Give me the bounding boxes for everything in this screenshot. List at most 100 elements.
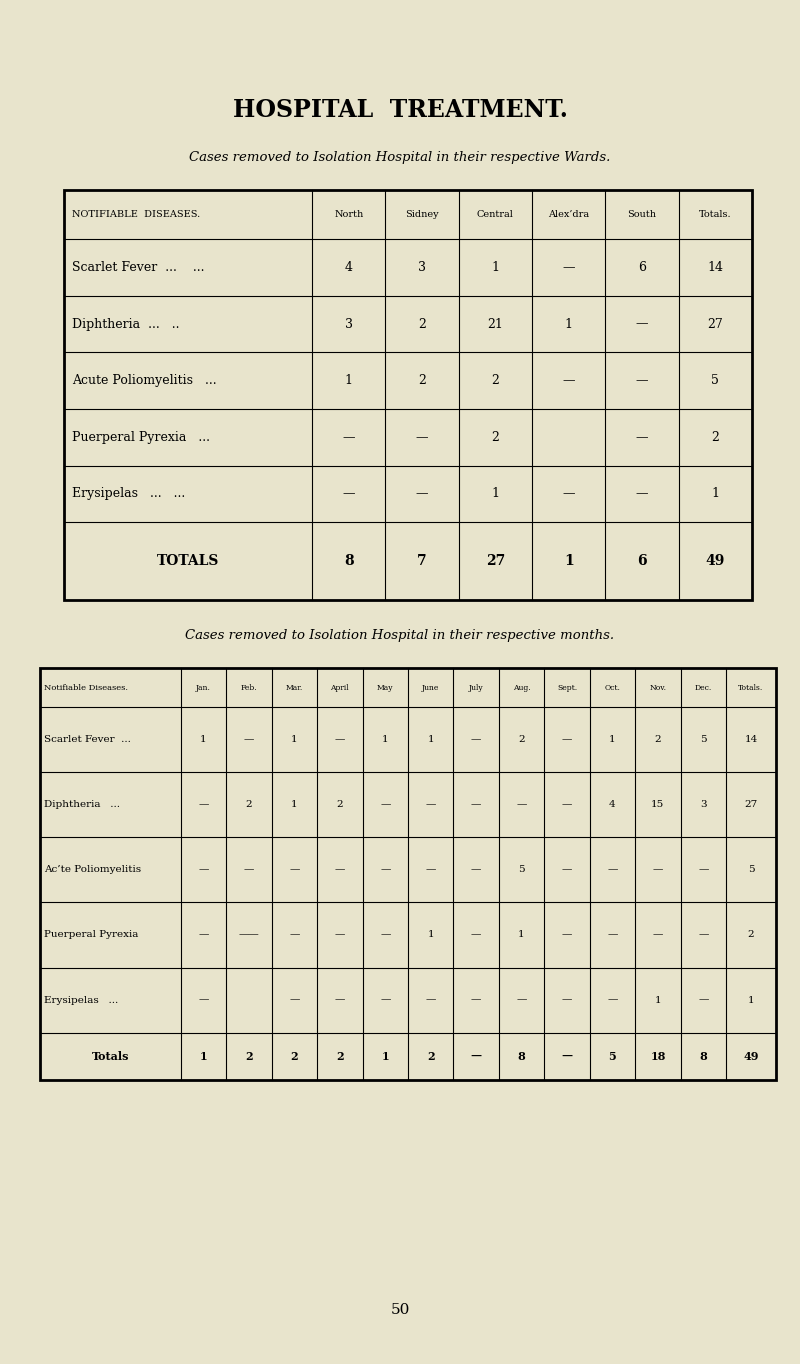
Text: 18: 18: [650, 1050, 666, 1061]
Text: —: —: [607, 996, 618, 1004]
Text: —: —: [562, 374, 575, 387]
Text: Diphtheria  ...   ..: Diphtheria ... ..: [72, 318, 179, 330]
Text: 4: 4: [345, 261, 353, 274]
Text: 1: 1: [427, 735, 434, 745]
Text: 1: 1: [427, 930, 434, 940]
Text: —: —: [698, 865, 709, 874]
Text: Erysipelas   ...: Erysipelas ...: [44, 996, 118, 1004]
Text: 1: 1: [491, 261, 499, 274]
Text: —: —: [636, 374, 648, 387]
Text: —: —: [516, 996, 526, 1004]
Text: —: —: [636, 487, 648, 501]
Text: 1: 1: [200, 735, 207, 745]
Text: 15: 15: [651, 801, 665, 809]
Text: —: —: [636, 431, 648, 443]
Text: 2: 2: [491, 431, 499, 443]
Text: —: —: [607, 930, 618, 940]
Text: June: June: [422, 683, 439, 692]
Text: Totals.: Totals.: [738, 683, 764, 692]
Text: 5: 5: [609, 1050, 616, 1061]
Text: 50: 50: [390, 1303, 410, 1318]
Text: Sidney: Sidney: [406, 210, 439, 220]
Text: 1: 1: [748, 996, 754, 1004]
Text: —: —: [334, 865, 345, 874]
Text: 2: 2: [654, 735, 661, 745]
Text: 2: 2: [518, 735, 525, 745]
Text: —: —: [562, 865, 572, 874]
Text: —: —: [426, 865, 436, 874]
Text: 1: 1: [200, 1050, 207, 1061]
Text: —: —: [426, 996, 436, 1004]
Text: 2: 2: [337, 801, 343, 809]
Text: Acute Poliomyelitis   ...: Acute Poliomyelitis ...: [72, 374, 217, 387]
Text: —: —: [198, 996, 209, 1004]
Text: 5: 5: [711, 374, 719, 387]
Text: Cases removed to Isolation Hospital in their respective months.: Cases removed to Isolation Hospital in t…: [186, 629, 614, 641]
Text: 1: 1: [518, 930, 525, 940]
Text: Nov.: Nov.: [650, 683, 666, 692]
Text: —: —: [653, 930, 663, 940]
Text: 2: 2: [245, 1050, 253, 1061]
Text: 1: 1: [565, 318, 573, 330]
Text: 5: 5: [518, 865, 525, 874]
Text: Notifiable Diseases.: Notifiable Diseases.: [44, 683, 128, 692]
Text: —: —: [471, 996, 482, 1004]
Text: 1: 1: [345, 374, 353, 387]
Text: —: —: [607, 865, 618, 874]
Text: —: —: [471, 865, 482, 874]
Text: Totals.: Totals.: [699, 210, 732, 220]
Text: 2: 2: [418, 374, 426, 387]
Text: —: —: [380, 865, 390, 874]
Text: Puerperal Pyrexia   ...: Puerperal Pyrexia ...: [72, 431, 210, 443]
Text: HOSPITAL  TREATMENT.: HOSPITAL TREATMENT.: [233, 98, 567, 121]
Text: Dec.: Dec.: [694, 683, 712, 692]
Text: —: —: [342, 487, 355, 501]
Text: 1: 1: [654, 996, 661, 1004]
Text: 8: 8: [344, 554, 354, 567]
Text: —: —: [290, 865, 300, 874]
Text: Sept.: Sept.: [557, 683, 577, 692]
Text: 14: 14: [744, 735, 758, 745]
Text: 7: 7: [418, 554, 427, 567]
Text: 2: 2: [336, 1050, 344, 1061]
Text: 8: 8: [699, 1050, 707, 1061]
Text: Totals: Totals: [92, 1050, 129, 1061]
Text: —: —: [198, 865, 209, 874]
Text: South: South: [627, 210, 657, 220]
Text: Cases removed to Isolation Hospital in their respective Wards.: Cases removed to Isolation Hospital in t…: [190, 151, 610, 165]
Text: —: —: [471, 735, 482, 745]
Text: Mar.: Mar.: [286, 683, 303, 692]
Text: —: —: [244, 735, 254, 745]
Text: —: —: [562, 487, 575, 501]
Text: Diphtheria   ...: Diphtheria ...: [44, 801, 120, 809]
Text: 8: 8: [518, 1050, 526, 1061]
Text: 49: 49: [743, 1050, 758, 1061]
Text: —: —: [470, 1050, 482, 1061]
Text: —: —: [653, 865, 663, 874]
Text: 14: 14: [707, 261, 723, 274]
Text: —: —: [416, 487, 428, 501]
Text: 2: 2: [711, 431, 719, 443]
Text: 5: 5: [700, 735, 706, 745]
Text: —: —: [342, 431, 355, 443]
Text: —: —: [198, 930, 209, 940]
Text: —: —: [198, 801, 209, 809]
Text: 4: 4: [609, 801, 616, 809]
Text: —: —: [562, 735, 572, 745]
Text: NOTIFIABLE  DISEASES.: NOTIFIABLE DISEASES.: [72, 210, 200, 220]
Text: Scarlet Fever  ...    ...: Scarlet Fever ... ...: [72, 261, 205, 274]
Text: —: —: [334, 735, 345, 745]
Text: 1: 1: [291, 801, 298, 809]
Text: Oct.: Oct.: [605, 683, 620, 692]
Text: 2: 2: [427, 1050, 434, 1061]
Text: April: April: [330, 683, 349, 692]
Text: 1: 1: [291, 735, 298, 745]
Text: —: —: [380, 930, 390, 940]
Text: —: —: [426, 801, 436, 809]
Bar: [40, 668, 776, 1080]
Text: —: —: [698, 996, 709, 1004]
Text: —: —: [516, 801, 526, 809]
Text: —: —: [471, 801, 482, 809]
Text: —: —: [334, 930, 345, 940]
Text: 1: 1: [382, 735, 389, 745]
